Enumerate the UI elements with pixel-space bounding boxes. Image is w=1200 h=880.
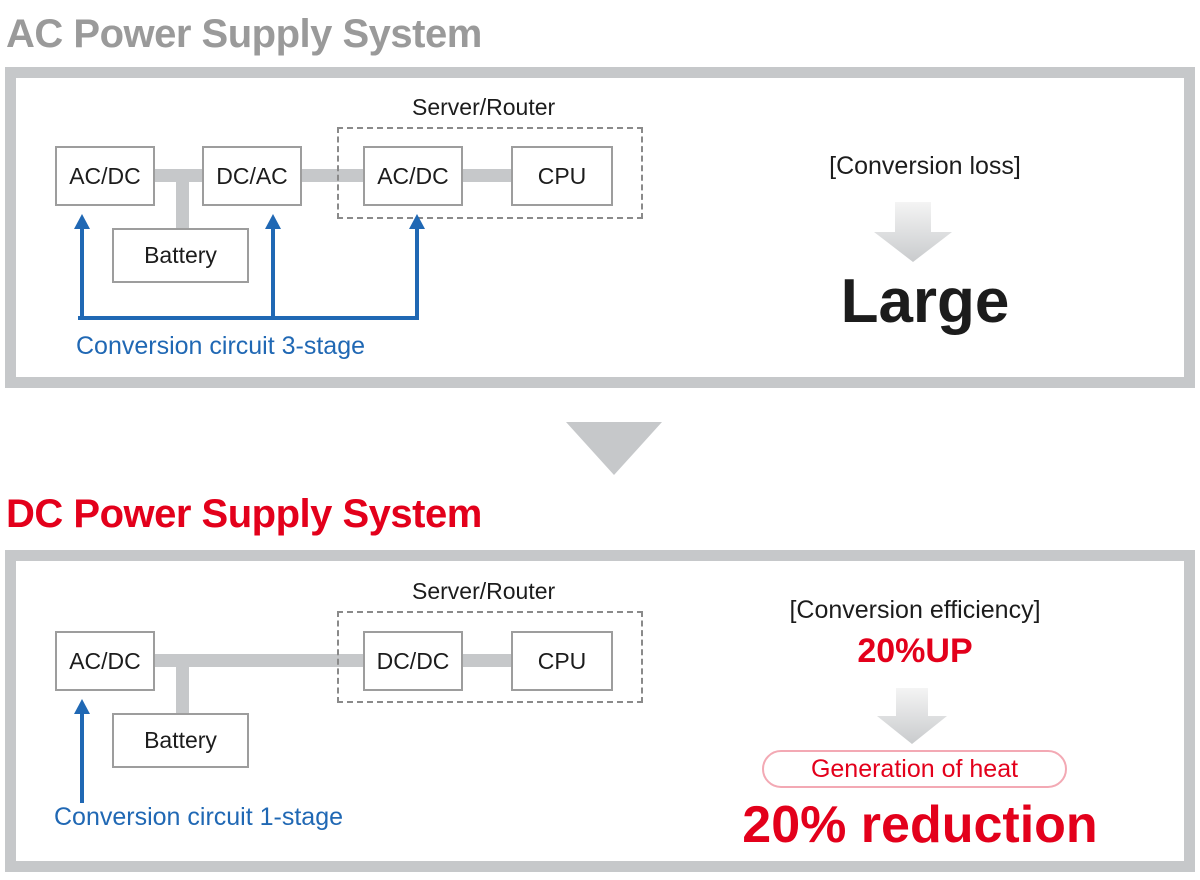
- dc-heat-badge-label: Generation of heat: [810, 754, 1019, 783]
- ac-conversion-baseline: [78, 316, 419, 320]
- dc-box-cpu-label: CPU: [537, 647, 587, 674]
- dc-box-dcdc-label: DC/DC: [376, 647, 450, 674]
- ac-box-dcac-label: DC/AC: [216, 162, 288, 189]
- ac-server-router-enclosure: [337, 127, 643, 219]
- ac-box-acdc-server-label: AC/DC: [377, 162, 449, 189]
- triangle-down-icon: [566, 422, 662, 475]
- dc-bus-dcdc-to-cpu: [463, 654, 515, 667]
- dc-enclosure-label: Server/Router: [412, 578, 556, 604]
- ac-enclosure-label: Server/Router: [412, 94, 556, 120]
- ac-bus-server-acdc-to-cpu: [463, 169, 515, 182]
- ac-box-acdc-input-label: AC/DC: [69, 162, 141, 189]
- dc-section-title: DC Power Supply System: [6, 492, 482, 536]
- dc-callout-header: [Conversion efficiency]: [789, 596, 1041, 624]
- dc-bus-battery-riser: [176, 654, 189, 722]
- ac-conversion-stem-1: [80, 228, 84, 318]
- ac-box-battery-label: Battery: [144, 242, 217, 268]
- ac-box-cpu-label: CPU: [537, 162, 587, 189]
- ac-conversion-loss-arrow-icon: [874, 202, 952, 262]
- dc-conversion-arrow-1-icon: [74, 699, 90, 714]
- ac-conversion-arrow-1-icon: [74, 214, 90, 229]
- ac-diagram-panel: [5, 67, 1195, 388]
- dc-efficiency-arrow-icon: [877, 688, 947, 744]
- dc-callout-reduction: 20% reduction: [742, 796, 1098, 854]
- dc-bus-main: [155, 654, 364, 667]
- ac-callout-header: [Conversion loss]: [829, 152, 1021, 180]
- ac-conversion-caption: Conversion circuit 3-stage: [76, 332, 366, 360]
- dc-box-battery: Battery: [112, 713, 249, 768]
- ac-box-acdc-server: AC/DC: [363, 146, 463, 206]
- ac-conversion-arrow-2-icon: [265, 214, 281, 229]
- ac-box-acdc-input: AC/DC: [55, 146, 155, 206]
- ac-bus-dcac-to-server: [302, 169, 368, 182]
- dc-diagram-panel: [5, 550, 1195, 872]
- ac-conversion-stem-2: [271, 228, 275, 318]
- dc-conversion-caption: Conversion circuit 1-stage: [54, 803, 344, 831]
- ac-callout-value: Large: [840, 267, 1010, 336]
- ac-conversion-arrow-3-icon: [409, 214, 425, 229]
- dc-box-acdc-input-label: AC/DC: [69, 647, 141, 674]
- ac-bus-battery-riser: [176, 169, 189, 236]
- dc-box-acdc-input: AC/DC: [55, 631, 155, 691]
- dc-callout-efficiency: 20%UP: [857, 632, 973, 670]
- dc-heat-badge: Generation of heat: [762, 750, 1067, 788]
- dc-box-battery-label: Battery: [144, 727, 217, 753]
- ac-section-title: AC Power Supply System: [6, 12, 482, 56]
- dc-conversion-stem-1: [80, 713, 84, 803]
- ac-box-dcac: DC/AC: [202, 146, 302, 206]
- ac-conversion-stem-3: [415, 228, 419, 318]
- dc-box-cpu: CPU: [511, 631, 613, 691]
- dc-server-router-enclosure: [337, 611, 643, 703]
- dc-box-dcdc: DC/DC: [363, 631, 463, 691]
- ac-box-cpu: CPU: [511, 146, 613, 206]
- ac-box-battery: Battery: [112, 228, 249, 283]
